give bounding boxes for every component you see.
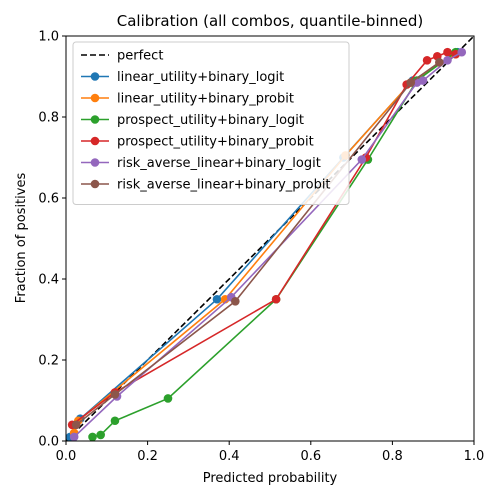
legend-label-2: linear_utility+binary_probit (117, 92, 294, 107)
x-tick-label: 0.4 (219, 449, 240, 464)
legend-marker-4 (90, 136, 100, 146)
chart-title: Calibration (all combos, quantile-binned… (117, 12, 424, 30)
x-axis: 0.0 0.2 0.4 0.6 0.8 1.0 (56, 441, 485, 464)
data-point-3-2 (271, 294, 281, 304)
data-point-4-6 (443, 56, 452, 65)
y-tick-label: 1.0 (38, 30, 59, 45)
legend-label-3: prospect_utility+binary_logit (117, 113, 304, 128)
legend-marker-6 (90, 179, 100, 189)
x-tick-label: 0.8 (382, 449, 403, 464)
x-axis-title: Predicted probability (203, 471, 338, 486)
data-point-5-2 (231, 296, 240, 306)
legend-marker-1 (90, 72, 100, 81)
data-point-2-3 (163, 394, 173, 403)
legend-label-4: prospect_utility+binary_probit (117, 135, 314, 150)
x-tick-label: 0.6 (300, 449, 321, 464)
y-tick-label: 0.4 (38, 273, 59, 288)
data-point-3-5 (422, 56, 432, 65)
data-point-0-2 (212, 294, 222, 304)
data-point-2-1 (96, 430, 105, 440)
data-point-5-1 (110, 390, 120, 399)
data-point-5-3 (406, 78, 416, 87)
y-tick-label: 0.0 (38, 435, 59, 450)
y-axis-title: Fraction of positives (14, 173, 29, 304)
legend-label-5: risk_averse_linear+binary_logit (117, 156, 321, 171)
legend-label-0: perfect (117, 49, 163, 64)
plot-area (65, 35, 475, 442)
data-point-4-3 (357, 155, 367, 164)
perfect-calibration-line (65, 35, 475, 442)
x-tick-label: 0.0 (56, 449, 77, 464)
data-point-5-0 (71, 420, 81, 430)
data-point-4-5 (418, 76, 428, 85)
legend-label-6: risk_averse_linear+binary_probit (117, 178, 331, 193)
data-point-2-2 (110, 416, 120, 426)
legend-marker-5 (90, 158, 100, 167)
y-axis: 0.0 0.2 0.4 0.6 0.8 1.0 (38, 30, 66, 450)
x-tick-label: 1.0 (464, 449, 485, 464)
y-tick-label: 0.8 (38, 111, 59, 126)
legend-marker-2 (90, 93, 100, 103)
y-tick-label: 0.2 (38, 354, 59, 369)
data-point-4-0 (69, 432, 79, 442)
data-point-5-4 (435, 58, 444, 67)
data-point-3-7 (443, 47, 452, 57)
plot-frame (65, 35, 475, 442)
data-point-2-0 (88, 432, 97, 442)
legend-marker-3 (90, 115, 100, 124)
x-tick-label: 0.2 (137, 449, 158, 464)
legend: perfect linear_utility+binary_logitlinear… (72, 41, 350, 205)
series-line-4 (73, 51, 463, 438)
legend-label-1: linear_utility+binary_logit (117, 70, 284, 85)
data-point-4-7 (457, 47, 467, 57)
legend-box (72, 41, 350, 205)
y-tick-label: 0.6 (38, 192, 59, 207)
